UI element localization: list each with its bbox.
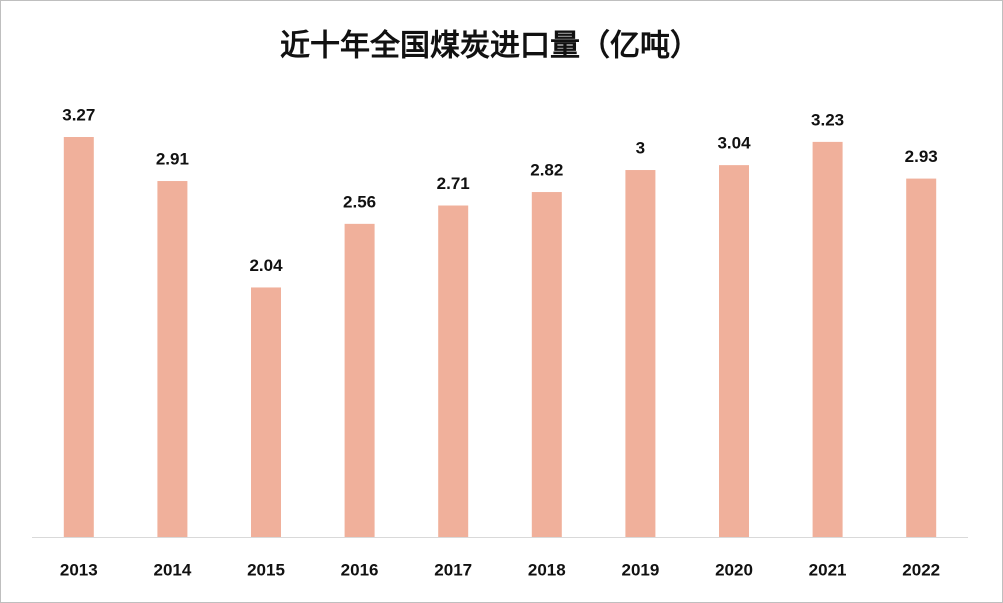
x-tick-label: 2018 [528, 560, 566, 579]
x-tick-label: 2017 [434, 560, 472, 579]
value-label: 3.23 [811, 110, 844, 129]
value-label: 2.93 [905, 147, 938, 166]
chart-title: 近十年全国煤炭进口量（亿吨） [280, 29, 700, 64]
x-tick-label: 2016 [341, 560, 379, 579]
bar [906, 178, 937, 537]
value-label: 3 [636, 139, 645, 158]
value-label: 2.56 [343, 192, 376, 211]
value-label: 2.71 [437, 174, 470, 193]
x-tick-label: 2022 [902, 560, 940, 579]
x-tick-label: 2013 [60, 560, 98, 579]
x-tick-label: 2021 [809, 560, 847, 579]
bar [63, 137, 94, 537]
value-label: 3.04 [717, 134, 751, 153]
x-tick-label: 2014 [153, 560, 191, 579]
bar [251, 287, 281, 537]
x-tick-label: 2019 [621, 560, 659, 579]
bar [719, 165, 749, 537]
bar [812, 141, 843, 538]
bar [625, 170, 656, 537]
bar [344, 223, 375, 537]
value-label: 3.27 [62, 105, 95, 124]
x-tick-label: 2020 [715, 560, 753, 579]
x-tick-label: 2015 [247, 560, 285, 579]
value-label: 2.82 [530, 161, 563, 180]
bar [531, 192, 562, 537]
bar [438, 205, 469, 537]
bar [157, 181, 188, 538]
value-label: 2.04 [249, 256, 283, 275]
value-label: 2.91 [156, 150, 189, 169]
